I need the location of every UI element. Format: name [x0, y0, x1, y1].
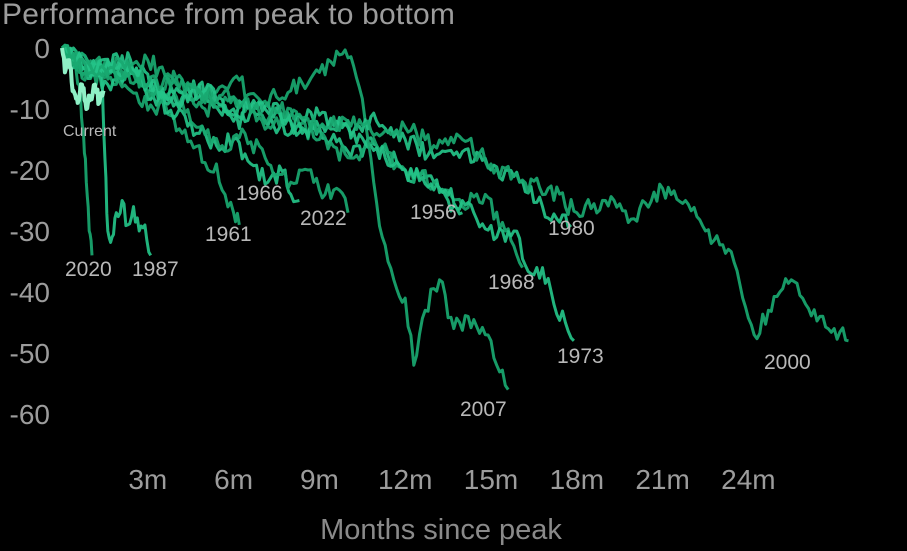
x-tick-label: 3m [128, 464, 167, 495]
series-label-current: Current [63, 123, 117, 140]
series-label-1980: 1980 [548, 217, 595, 240]
series-line-1980 [61, 44, 573, 229]
series-label-2020: 2020 [65, 258, 112, 281]
x-tick-label: 6m [214, 464, 253, 495]
y-tick-label: -20 [10, 155, 50, 186]
y-tick-label: -60 [10, 399, 50, 430]
series-line-current [60, 47, 106, 111]
y-tick-label: -30 [10, 216, 50, 247]
y-axis-ticks: 0 -10 -20 -30 -40 -50 -60 [10, 33, 50, 430]
y-tick-label: 0 [34, 33, 50, 64]
x-tick-label: 24m [721, 464, 775, 495]
series-labels: Current 2020 1987 1961 1966 2022 1956 1968 1973 2… [63, 123, 811, 421]
series-label-1973: 1973 [557, 345, 604, 368]
series-label-1956: 1956 [410, 201, 457, 224]
series-line-2007 [60, 43, 510, 391]
series-label-2007: 2007 [460, 398, 507, 421]
y-tick-label: -50 [10, 338, 50, 369]
series-line-1966 [61, 45, 300, 204]
series-label-1968: 1968 [488, 271, 535, 294]
x-tick-label: 9m [300, 464, 339, 495]
series-label-1987: 1987 [132, 258, 179, 281]
y-tick-label: -10 [10, 94, 50, 125]
x-tick-label: 15m [464, 464, 518, 495]
series-label-1961: 1961 [205, 223, 252, 246]
series-line-1973 [61, 44, 575, 342]
series-lines [60, 43, 849, 391]
x-tick-label: 21m [635, 464, 689, 495]
series-label-2000: 2000 [764, 351, 811, 374]
series-label-2022: 2022 [300, 207, 347, 230]
x-tick-label: 18m [550, 464, 604, 495]
y-tick-label: -40 [10, 277, 50, 308]
x-axis-ticks: 3m 6m 9m 12m 15m 18m 21m 24m [128, 464, 775, 495]
series-line-2000 [60, 43, 849, 343]
x-axis-title: Months since peak [320, 514, 562, 546]
series-label-1966: 1966 [236, 182, 283, 205]
chart-title: Performance from peak to bottom [2, 0, 456, 31]
x-tick-label: 12m [378, 464, 432, 495]
